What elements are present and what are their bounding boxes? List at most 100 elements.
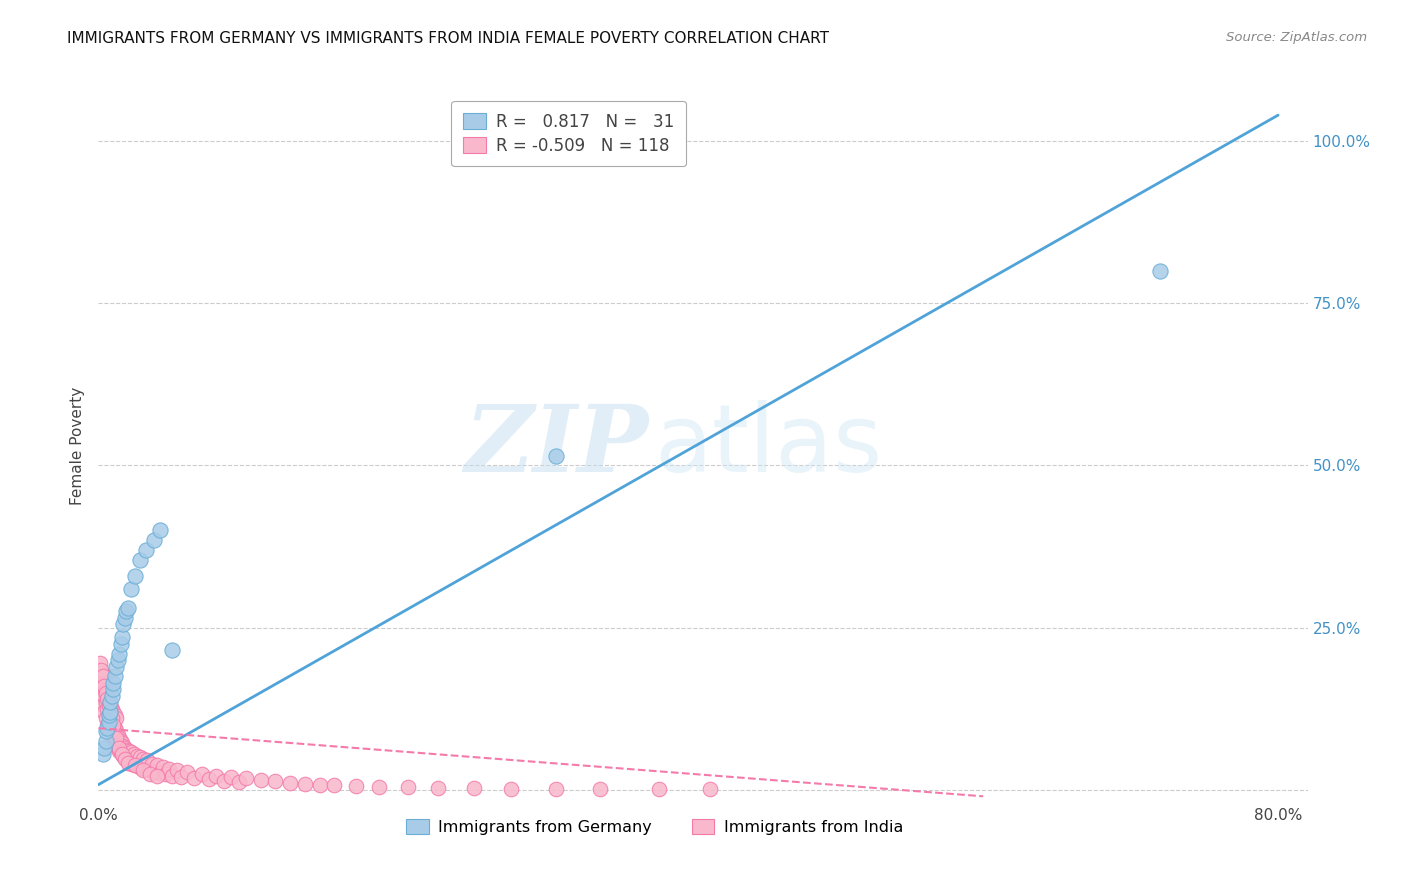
- Point: [294, 777, 316, 791]
- Point: [94, 711, 117, 725]
- Point: [264, 774, 287, 789]
- Point: [91, 682, 114, 697]
- Point: [93, 679, 115, 693]
- Point: [101, 718, 124, 732]
- Point: [105, 659, 128, 673]
- Point: [110, 745, 132, 759]
- Point: [501, 781, 523, 796]
- Point: [589, 782, 612, 797]
- Point: [323, 778, 346, 792]
- Point: [463, 780, 485, 795]
- Point: [105, 731, 128, 745]
- Point: [108, 647, 131, 661]
- Point: [89, 673, 111, 687]
- Point: [104, 721, 127, 735]
- Point: [108, 731, 131, 745]
- Point: [131, 764, 153, 778]
- Text: Source: ZipAtlas.com: Source: ZipAtlas.com: [1226, 31, 1367, 45]
- Point: [94, 682, 117, 697]
- Point: [117, 756, 139, 770]
- Point: [105, 738, 128, 752]
- Point: [91, 669, 114, 683]
- Point: [111, 736, 134, 750]
- Point: [149, 766, 172, 780]
- Point: [152, 760, 174, 774]
- Point: [544, 449, 567, 463]
- Point: [111, 631, 134, 645]
- Text: ZIP: ZIP: [464, 401, 648, 491]
- Point: [101, 731, 124, 745]
- Point: [94, 724, 117, 739]
- Point: [149, 524, 172, 538]
- Point: [228, 775, 250, 789]
- Point: [104, 734, 127, 748]
- Point: [97, 721, 120, 735]
- Point: [90, 682, 112, 697]
- Point: [166, 764, 188, 778]
- Point: [98, 695, 121, 709]
- Point: [128, 552, 150, 566]
- Point: [120, 745, 142, 759]
- Point: [118, 756, 141, 770]
- Point: [183, 771, 205, 785]
- Point: [90, 663, 112, 677]
- Point: [127, 759, 149, 773]
- Point: [93, 689, 115, 703]
- Point: [136, 753, 159, 767]
- Point: [699, 782, 721, 797]
- Point: [107, 728, 129, 742]
- Point: [98, 698, 121, 713]
- Point: [160, 643, 183, 657]
- Point: [98, 711, 121, 725]
- Point: [346, 779, 368, 793]
- Point: [93, 740, 115, 755]
- Point: [101, 705, 124, 719]
- Point: [114, 611, 136, 625]
- Point: [117, 754, 139, 768]
- Point: [426, 780, 449, 795]
- Point: [107, 740, 129, 755]
- Point: [108, 740, 131, 755]
- Point: [170, 770, 193, 784]
- Point: [219, 770, 242, 784]
- Point: [105, 711, 128, 725]
- Point: [190, 766, 212, 780]
- Point: [115, 752, 138, 766]
- Point: [91, 747, 114, 761]
- Point: [124, 568, 146, 582]
- Point: [205, 768, 228, 782]
- Point: [112, 749, 135, 764]
- Y-axis label: Female Poverty: Female Poverty: [70, 387, 86, 505]
- Point: [100, 711, 122, 725]
- Point: [94, 669, 117, 683]
- Point: [115, 604, 138, 618]
- Point: [105, 724, 128, 739]
- Point: [121, 756, 143, 771]
- Point: [124, 758, 146, 772]
- Point: [143, 533, 166, 547]
- Point: [114, 740, 136, 755]
- Point: [108, 744, 131, 758]
- Point: [98, 705, 121, 719]
- Point: [110, 734, 132, 748]
- Point: [157, 762, 180, 776]
- Point: [118, 744, 141, 758]
- Point: [96, 721, 118, 735]
- Text: IMMIGRANTS FROM GERMANY VS IMMIGRANTS FROM INDIA FEMALE POVERTY CORRELATION CHAR: IMMIGRANTS FROM GERMANY VS IMMIGRANTS FR…: [67, 31, 830, 46]
- Point: [100, 728, 122, 742]
- Point: [89, 657, 111, 671]
- Point: [122, 747, 145, 761]
- Point: [98, 724, 121, 739]
- Point: [96, 689, 118, 703]
- Point: [114, 752, 136, 766]
- Point: [367, 780, 389, 794]
- Point: [94, 695, 117, 709]
- Point: [648, 782, 671, 797]
- Point: [96, 718, 118, 732]
- Point: [544, 781, 567, 796]
- Point: [235, 771, 257, 785]
- Text: atlas: atlas: [655, 400, 883, 492]
- Point: [112, 617, 135, 632]
- Point: [100, 702, 122, 716]
- Point: [104, 708, 127, 723]
